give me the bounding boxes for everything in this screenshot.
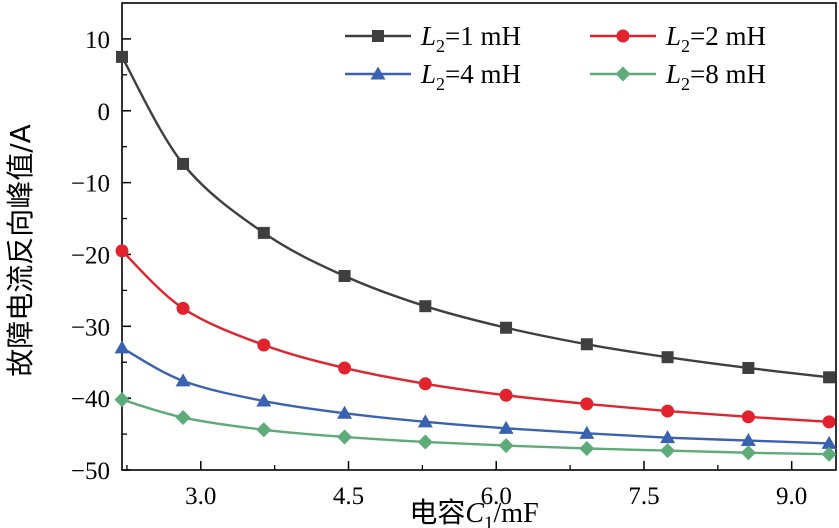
y-tick-label: −30 — [71, 314, 110, 341]
legend-label: L2=1 mH — [420, 21, 521, 56]
legend-label-var: L — [665, 21, 681, 51]
square-marker — [372, 30, 384, 42]
diamond-marker — [740, 445, 756, 461]
diamond-marker — [498, 438, 514, 454]
circle-marker — [115, 244, 129, 258]
circle-marker — [418, 377, 432, 391]
square-marker — [580, 338, 593, 351]
legend-label: L2=8 mH — [665, 59, 766, 94]
circle-marker — [616, 29, 630, 43]
legend-label-sub: 2 — [681, 74, 690, 94]
diamond-marker — [337, 429, 353, 445]
legend-label-sub: 2 — [436, 36, 445, 56]
diamond-marker — [256, 422, 272, 438]
x-tick-label: 3.0 — [185, 483, 216, 510]
circle-marker — [176, 301, 190, 315]
triangle-marker — [740, 433, 756, 447]
square-marker — [257, 226, 270, 239]
triangle-marker — [175, 373, 191, 387]
triangle-marker — [417, 414, 433, 428]
legend-item: L2=4 mH — [345, 59, 521, 94]
series-1 — [116, 50, 836, 384]
x-axis-title: 电容C1/mF — [409, 496, 538, 528]
legend-label-rest: =4 mH — [445, 59, 521, 89]
legend-label-sub: 2 — [436, 74, 445, 94]
legend-label-rest: =1 mH — [445, 21, 521, 51]
circle-marker — [741, 410, 755, 424]
circle-marker — [661, 404, 675, 418]
legend-label-sub: 2 — [681, 36, 690, 56]
legend-label-var: L — [665, 59, 681, 89]
triangle-marker — [660, 430, 676, 444]
x-axis-title-sub: 1 — [484, 513, 494, 528]
diamond-marker — [821, 446, 837, 462]
square-marker — [823, 371, 836, 384]
x-tick-label: 9.0 — [776, 483, 807, 510]
square-marker — [500, 321, 513, 334]
circle-marker — [580, 397, 594, 411]
x-axis-title-prefix: 电容 — [409, 496, 465, 528]
x-axis-title-var: C — [465, 498, 484, 528]
square-marker — [177, 157, 190, 170]
legend-label-var: L — [420, 59, 436, 89]
diamond-marker — [579, 440, 595, 456]
circle-marker — [338, 361, 352, 375]
y-axis-title: 故障电流反向峰值/A — [4, 124, 37, 377]
triangle-marker — [821, 435, 837, 449]
square-marker — [419, 300, 432, 313]
legend-label-rest: =8 mH — [690, 59, 766, 89]
y-tick-label: 10 — [85, 27, 110, 54]
diamond-marker — [175, 410, 191, 426]
legend-label-rest: =2 mH — [690, 21, 766, 51]
legend-item: L2=2 mH — [590, 21, 766, 56]
square-marker — [742, 361, 755, 374]
series-3 — [114, 340, 837, 449]
legend-item: L2=8 mH — [590, 59, 766, 94]
series-2 — [115, 244, 836, 429]
circle-marker — [822, 415, 836, 429]
square-marker — [116, 50, 128, 63]
circle-marker — [499, 388, 513, 402]
legend-label: L2=4 mH — [420, 59, 521, 94]
plot-area-group — [121, 2, 837, 471]
triangle-marker — [256, 393, 272, 407]
series-layer — [114, 50, 837, 462]
series-line — [121, 249, 830, 424]
series-line — [121, 398, 830, 456]
series-line — [120, 56, 830, 379]
triangle-marker — [337, 405, 353, 419]
y-tick-label: −10 — [71, 171, 110, 198]
y-tick-label: −20 — [71, 242, 110, 269]
diamond-marker — [660, 443, 676, 459]
x-tick-label: 7.5 — [628, 483, 659, 510]
diamond-marker — [615, 66, 631, 82]
x-axis-title-unit: /mF — [494, 498, 539, 528]
legend-label: L2=2 mH — [665, 21, 766, 56]
triangle-marker — [579, 425, 595, 439]
legend-label-var: L — [420, 21, 436, 51]
y-tick-label: −40 — [71, 386, 110, 413]
x-axis: 3.0 4.5 6.0 7.5 9.0 — [126, 461, 807, 510]
square-marker — [338, 270, 351, 283]
y-axis: 10 0 −10 −20 −30 −40 −50 — [71, 27, 131, 485]
legend-item: L2=1 mH — [345, 21, 521, 56]
triangle-marker — [370, 66, 386, 80]
series-4 — [114, 392, 837, 462]
plot-frame — [121, 2, 837, 471]
y-tick-label: −50 — [71, 458, 110, 485]
square-marker — [661, 351, 674, 364]
circle-marker — [257, 338, 271, 352]
diamond-marker — [114, 392, 130, 408]
triangle-marker — [114, 340, 130, 354]
y-tick-label: 0 — [98, 99, 111, 126]
series-line — [121, 346, 830, 445]
diamond-marker — [417, 434, 433, 450]
x-tick-label: 4.5 — [333, 483, 364, 510]
triangle-marker — [498, 420, 514, 434]
x-tick-label: 6.0 — [481, 483, 512, 510]
